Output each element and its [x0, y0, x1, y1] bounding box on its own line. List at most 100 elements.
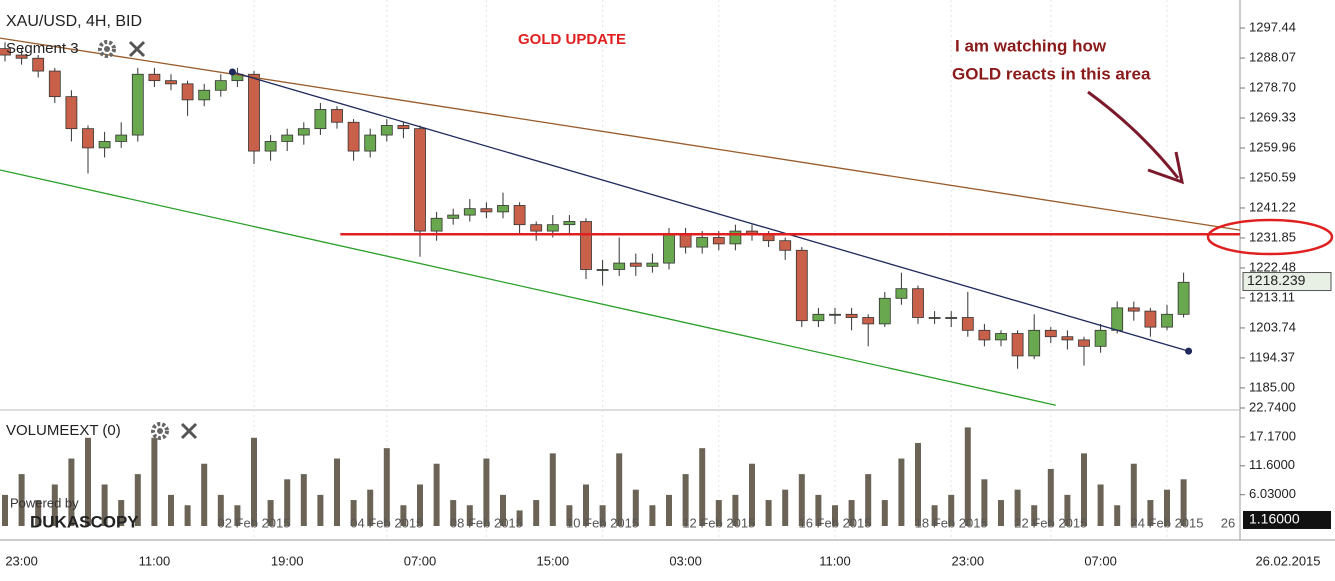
x-tick-label: 23:00 [5, 553, 38, 568]
volume-bar [782, 489, 789, 526]
candle-body [264, 141, 277, 152]
volume-bar [649, 505, 656, 526]
volume-bar [632, 489, 639, 526]
volume-bar [699, 448, 706, 526]
candle-body [1011, 333, 1024, 357]
volume-tick-label: 11.6000 [1249, 457, 1295, 472]
candle-body [198, 89, 211, 101]
y-tick-label: 1213.11 [1249, 289, 1295, 304]
annotation-arrow [1087, 90, 1180, 179]
volume-bar [383, 448, 390, 526]
last-price-box [1242, 272, 1332, 292]
date-label: 16 Feb 2015 [798, 515, 871, 530]
candle-body [995, 333, 1007, 341]
volume-bar [334, 458, 340, 526]
date-label: 08 Feb 2015 [450, 515, 523, 530]
close-icon[interactable] [180, 422, 198, 440]
grid [253, 0, 1168, 540]
candle-body [463, 208, 476, 216]
candle-body [629, 262, 642, 267]
y-tick-label: 1194.37 [1249, 349, 1295, 364]
candle-body [961, 317, 974, 331]
volume-bar [234, 505, 241, 526]
volume-bar [566, 505, 573, 526]
y-tick-label: 1297.44 [1249, 19, 1296, 34]
x-tick-label: 15:00 [537, 553, 570, 568]
gear-icon[interactable] [151, 422, 169, 440]
volume-bar [815, 494, 822, 526]
candle-body [580, 221, 592, 270]
date-label: 24 Feb 2015 [1130, 515, 1203, 530]
volume-tick-label: 22.7400 [1249, 399, 1296, 414]
y-tick-label: 1250.59 [1249, 169, 1296, 184]
candle-body [928, 317, 941, 319]
candle-body [148, 73, 161, 82]
candle-body [314, 109, 327, 130]
candle-body [1094, 329, 1107, 347]
candle-body [0, 48, 11, 56]
candle-body [480, 208, 493, 213]
volume-bar [1180, 479, 1187, 526]
volume-bar [35, 500, 42, 526]
volume-pane [2, 427, 1187, 526]
annotation-text: I am watching how [955, 36, 1107, 55]
volume-bar [732, 494, 739, 526]
candle-body [812, 313, 825, 322]
candle-body [895, 288, 908, 299]
volume-bar [583, 484, 589, 526]
y-tick-label: 1203.74 [1249, 319, 1296, 334]
volume-bar [533, 500, 540, 526]
volume-bar [666, 494, 672, 526]
volume-bar [51, 484, 58, 526]
candle-body [862, 317, 875, 325]
x-tick-label: 19:00 [271, 553, 304, 568]
volume-bar [450, 500, 457, 526]
volume-bar [549, 453, 556, 526]
gear-icon[interactable] [98, 40, 116, 58]
candle-body [15, 54, 28, 59]
date-label: 22 Feb 2015 [1014, 515, 1087, 530]
candle-body [563, 221, 576, 226]
candle-body [596, 269, 609, 271]
volume-bar [350, 500, 357, 526]
volume-bar [765, 500, 772, 526]
volume-bar [516, 510, 523, 526]
candle-body [646, 262, 659, 267]
x-tick-label: 07:00 [404, 553, 437, 568]
volume-bar [317, 494, 324, 526]
volume-bar [998, 500, 1004, 526]
candle-body [978, 329, 991, 341]
volume-bar [848, 500, 855, 526]
volume-bar [267, 500, 274, 526]
volume-bar [881, 500, 888, 526]
volume-bar [483, 458, 490, 526]
volume-bar [433, 463, 440, 526]
volume-bar [201, 463, 208, 526]
date-label: 26 [1221, 515, 1235, 530]
date-label: 12 Feb 2015 [682, 515, 755, 530]
y-tick-label: 1241.22 [1249, 199, 1296, 214]
x-tick-label: 11:00 [819, 553, 851, 568]
candle-body [696, 237, 709, 248]
volume-bar [931, 505, 938, 526]
y-tick-label: 1288.07 [1249, 49, 1296, 64]
date-label: 10 Feb 2015 [566, 515, 639, 530]
volume-bar [400, 505, 407, 526]
y-tick-label: 1185.00 [1249, 379, 1295, 394]
x-tick-label: 23:00 [952, 553, 985, 568]
volume-title: VOLUMEEXT (0) [6, 422, 121, 439]
candle-body [497, 205, 509, 213]
y-tick-label: 1231.85 [1249, 229, 1296, 244]
y-tick-label: 1259.96 [1249, 139, 1296, 154]
candle-body [1161, 313, 1173, 328]
candle-body [613, 262, 626, 270]
close-icon[interactable] [128, 40, 146, 58]
candle-body [546, 224, 559, 232]
date-label: 04 Feb 2015 [350, 515, 423, 530]
volume-bar [749, 463, 755, 526]
y-tick-label: 1278.70 [1249, 79, 1296, 94]
volume-bar [284, 479, 291, 526]
volume-bar [1064, 494, 1071, 526]
